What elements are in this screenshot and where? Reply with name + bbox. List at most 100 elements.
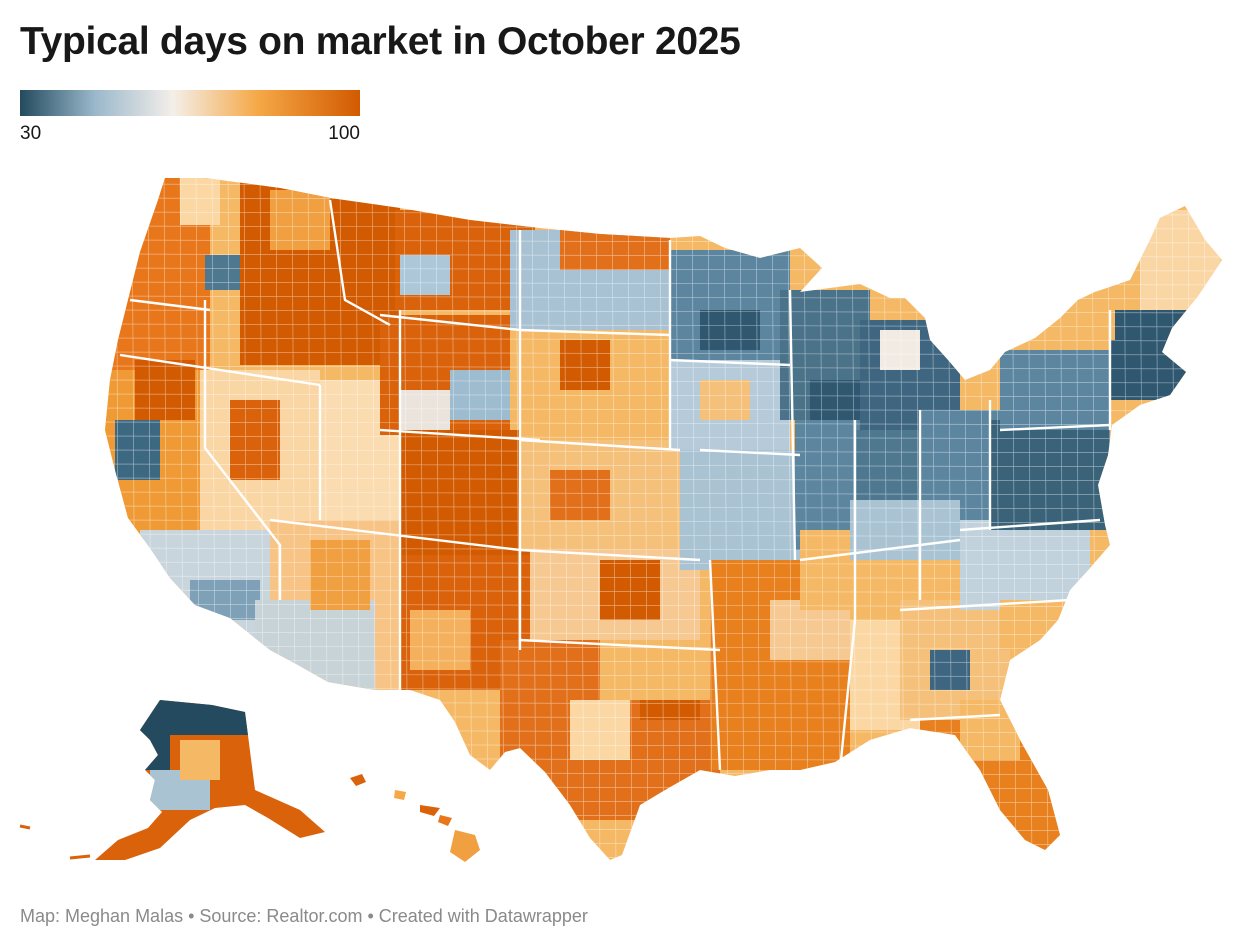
county-grid-line: [755, 178, 761, 860]
region-los-angeles: [190, 580, 260, 620]
border-ia-mo: [699, 448, 801, 457]
county-grid-line: [483, 178, 489, 860]
county-grid-line: [100, 870, 1230, 873]
footer-credits: Map: Meghan Malas • Source: Realtor.com …: [20, 906, 588, 927]
border-va-nc: [959, 518, 1101, 532]
border-ga-sc: [899, 598, 1071, 612]
region-nd-north-orange: [560, 230, 670, 270]
legend-gradient-bar: [20, 90, 360, 116]
county-grid-line: [105, 407, 1222, 412]
hawaii: [350, 774, 480, 862]
county-grid-line: [105, 365, 1222, 370]
region-spokane-area: [205, 255, 240, 290]
county-regions: [105, 178, 1220, 860]
county-grid-line: [105, 561, 1222, 566]
county-grid-line: [105, 547, 1222, 552]
county-grid-line: [563, 178, 569, 860]
county-grid-line: [105, 519, 1222, 524]
border-ca-nv: [203, 375, 282, 600]
border-nd-sd: [519, 328, 671, 337]
region-north-florida: [960, 700, 1020, 760]
border-mn-ia: [669, 358, 791, 367]
county-grid-line: [105, 631, 1222, 636]
county-grid-line: [707, 178, 713, 860]
county-grid-line: [643, 178, 649, 860]
border-mo-ar: [708, 559, 722, 771]
hawaii-big-island: [450, 830, 480, 862]
county-grid-line: [787, 178, 793, 860]
county-grid-line: [739, 178, 745, 860]
county-grid-line: [499, 178, 505, 860]
county-grid-line: [105, 477, 1222, 482]
county-grid-line: [105, 337, 1222, 342]
hawaii-oahu: [394, 790, 406, 800]
border-ut-az: [269, 518, 521, 552]
region-minneapolis: [700, 310, 760, 350]
county-grid-line: [723, 178, 729, 860]
region-michigan-north: [880, 330, 920, 370]
border-fl-ga: [909, 713, 1001, 722]
region-vermont-nh: [1065, 290, 1115, 340]
border-in-ms: [838, 420, 857, 771]
county-grid-line: [105, 393, 1222, 398]
county-grid-line: [659, 178, 665, 860]
region-maine: [1140, 210, 1220, 310]
region-mid-atlantic: [990, 420, 1110, 530]
county-grid-line: [105, 533, 1222, 538]
county-grid-line: [105, 505, 1222, 510]
region-idaho-panhandle: [270, 190, 330, 250]
county-grid-line: [105, 351, 1222, 356]
region-arizona-central: [310, 540, 370, 610]
legend-min-label: 30: [20, 123, 42, 144]
legend-max-label: 100: [328, 123, 360, 144]
border-id-mt: [328, 199, 391, 327]
county-grid-line: [105, 463, 1222, 468]
county-grid-line: [1107, 178, 1113, 860]
legend-gradient-fill: [20, 90, 360, 116]
county-grid-line: [105, 827, 1222, 832]
region-new-mexico-light: [410, 610, 470, 670]
county-grid-line: [100, 170, 1230, 173]
county-grid-line: [675, 178, 681, 860]
region-atlanta: [930, 650, 970, 690]
border-tn-ky: [799, 538, 961, 562]
county-grid-line: [105, 589, 1222, 594]
state-borders: [119, 199, 1112, 771]
county-grid-line: [547, 178, 553, 860]
county-grid-line: [803, 178, 809, 860]
aleutian-islands: [19, 824, 136, 860]
county-grid-line: [1123, 178, 1129, 860]
region-missouri-north: [680, 450, 800, 570]
region-arizona-south: [255, 600, 375, 690]
county-grid-line: [579, 178, 585, 860]
border-mt-wy: [379, 313, 521, 332]
region-wyoming-grey: [400, 390, 450, 430]
county-grid-line: [105, 183, 1222, 188]
county-grid-line: [115, 178, 121, 860]
border-sd-ne: [519, 438, 681, 452]
page-title: Typical days on market in October 2025: [20, 20, 741, 63]
region-south-carolina: [1000, 600, 1070, 650]
county-grid-line: [531, 178, 537, 860]
region-nebraska-orange: [550, 470, 610, 520]
county-grid-line: [105, 855, 1222, 860]
county-grid-line: [105, 435, 1222, 440]
region-nw-washington: [180, 178, 220, 225]
border-wa-or: [129, 298, 211, 312]
county-grid-line: [105, 603, 1222, 608]
region-texas-central: [570, 700, 630, 760]
county-grid-line: [105, 575, 1222, 580]
county-grid-line: [691, 178, 697, 860]
region-montana-blue: [400, 255, 450, 295]
county-grid-line: [611, 178, 617, 860]
county-grid-line: [627, 178, 633, 860]
county-grid-line: [1219, 178, 1222, 860]
border-or-ca-nv: [119, 353, 321, 387]
county-grid-line: [105, 449, 1222, 454]
hawaii-maui: [438, 815, 452, 826]
border-wi-il: [788, 289, 797, 561]
county-grid-line: [105, 841, 1222, 846]
region-alaska-west: [130, 730, 170, 770]
border-pa-ny: [999, 423, 1111, 432]
color-legend: 30 100: [20, 90, 360, 145]
